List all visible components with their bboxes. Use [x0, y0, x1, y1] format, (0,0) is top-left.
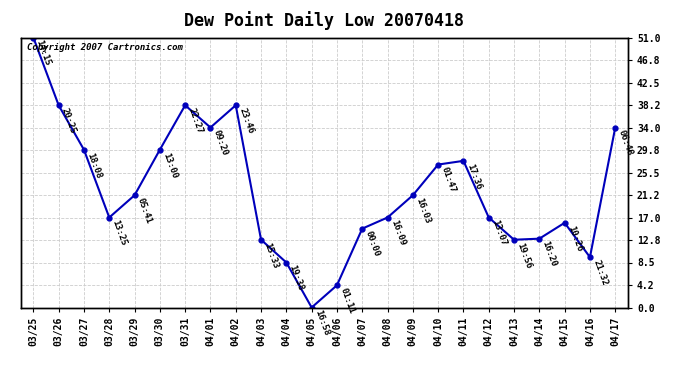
- Text: 00:00: 00:00: [364, 230, 382, 258]
- Text: 16:20: 16:20: [541, 240, 558, 268]
- Text: 21:32: 21:32: [591, 259, 609, 287]
- Text: 05:41: 05:41: [136, 196, 154, 225]
- Text: 09:20: 09:20: [212, 129, 230, 157]
- Text: Copyright 2007 Cartronics.com: Copyright 2007 Cartronics.com: [27, 43, 183, 52]
- Text: 19:38: 19:38: [288, 264, 306, 292]
- Text: 06:48: 06:48: [617, 129, 634, 157]
- Text: 20:25: 20:25: [60, 106, 78, 135]
- Text: 14:15: 14:15: [34, 39, 52, 67]
- Text: 01:11: 01:11: [338, 286, 356, 315]
- Text: 01:47: 01:47: [440, 166, 457, 194]
- Text: 16:03: 16:03: [414, 196, 432, 225]
- Text: 18:08: 18:08: [86, 151, 103, 180]
- Text: 15:33: 15:33: [262, 241, 280, 270]
- Text: 19:56: 19:56: [515, 241, 533, 270]
- Text: 22:27: 22:27: [186, 106, 204, 135]
- Text: Dew Point Daily Low 20070418: Dew Point Daily Low 20070418: [184, 11, 464, 30]
- Text: 13:07: 13:07: [490, 219, 508, 247]
- Text: 17:36: 17:36: [465, 162, 482, 190]
- Text: 16:09: 16:09: [389, 219, 406, 247]
- Text: 23:46: 23:46: [237, 106, 255, 135]
- Text: 13:25: 13:25: [110, 219, 128, 247]
- Text: 13:00: 13:00: [161, 151, 179, 180]
- Text: 16:58: 16:58: [313, 309, 331, 337]
- Text: 10:26: 10:26: [566, 224, 584, 252]
